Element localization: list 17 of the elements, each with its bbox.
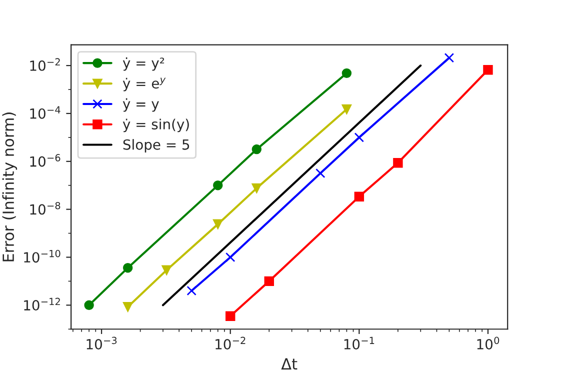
legend-label: ẏ = y²: [122, 57, 164, 71]
x-axis-title: Δt: [281, 358, 298, 370]
y-tick-label: 10$^{−10}$: [24, 250, 60, 263]
x-tick-label: 10$^{−3}$: [86, 336, 117, 350]
y-tick-label: 10$^{−4}$: [30, 106, 60, 119]
y-tick-label: 10$^{−8}$: [30, 202, 60, 215]
x-tick-label: 10$^{−1}$: [344, 336, 374, 350]
legend-label: ẏ = e$^{y}$: [122, 78, 166, 92]
legend-label: ẏ = y: [122, 98, 159, 112]
legend-label: Slope = 5: [123, 139, 190, 153]
x-tick-label: 10$^{0}$: [477, 336, 500, 350]
y-tick-label: 10$^{−6}$: [30, 154, 60, 167]
y-axis-title: Error (Infinity norm): [2, 112, 18, 262]
x-tick-label: 10$^{−2}$: [216, 336, 246, 350]
y-tick-label: 10$^{−2}$: [30, 58, 60, 71]
legend-label: ẏ = sin(y): [122, 118, 189, 132]
y-tick-label: 10$^{−12}$: [24, 298, 60, 311]
